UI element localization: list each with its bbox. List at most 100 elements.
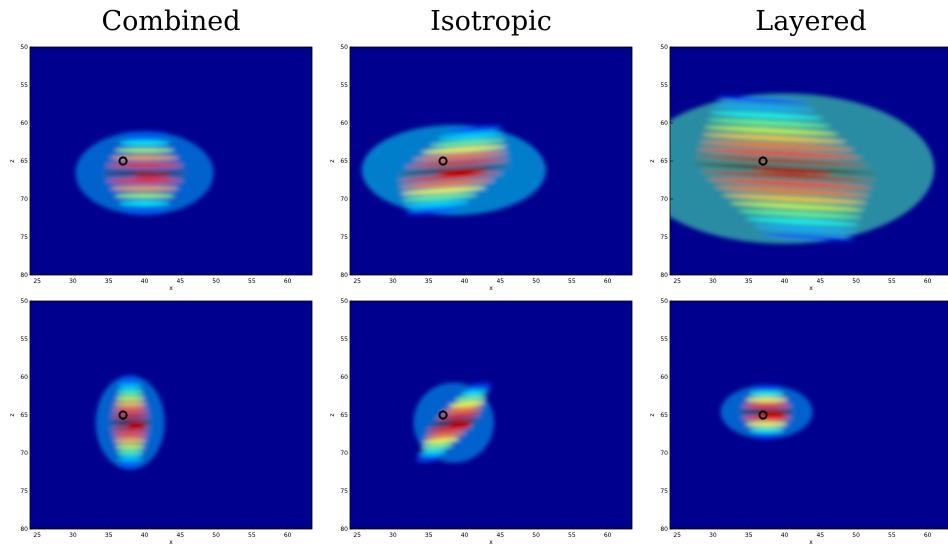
heatmap-stripe [693,155,871,167]
heatmap-stripe [400,186,487,195]
heatmap-peak [449,422,473,427]
heatmap-stripe [753,225,858,234]
y-tick-label: 55 [660,336,668,343]
y-tick-label: 80 [20,272,28,279]
y-tick-label: 70 [340,196,348,203]
x-tick-label: 35 [745,532,753,539]
heatmap-stripe [404,208,462,215]
heatmap-stripe [117,456,143,462]
y-tick-label: 70 [20,450,28,457]
x-tick-label: 60 [604,532,612,539]
y-tick-label: 65 [340,158,348,165]
heatmap-stripe [117,383,143,389]
heatmap-stripe [447,401,486,408]
heatmap-stripe [119,462,142,468]
x-tick-label: 30 [69,278,77,285]
x-tick-label: 30 [709,278,717,285]
y-tick-label: 80 [20,526,28,533]
heatmap-stripe [119,377,142,383]
heatmap-stripe [729,202,865,211]
heatmap-stripe [420,145,508,154]
x-tick-label: 55 [888,278,896,285]
x-axis-label: x [809,285,813,292]
y-tick-label: 50 [660,44,668,51]
heatmap-stripe [709,111,824,120]
x-axis-label: x [169,285,173,292]
panel: 25 30 35 40 45 50 55 60 50 55 60 65 70 75 80 x z [9,298,313,545]
panel-title: Combined [101,6,240,37]
x-tick-label: 60 [924,278,932,285]
heatmap-stripe [415,456,441,462]
heatmap-stripe [110,414,151,419]
panel: Combined 25 30 35 40 45 50 55 60 50 55 60 65 70 75 80 x z [9,6,313,292]
heatmap-stripe [116,450,145,456]
y-tick-label: 75 [340,234,348,241]
heatmap-stripe [116,389,145,395]
heatmap-stripe [105,163,184,168]
x-tick-label: 55 [568,278,576,285]
heatmap-stripe [424,431,467,438]
heatmap-stripe [760,233,855,241]
y-tick-label: 80 [660,272,668,279]
y-tick-label: 65 [20,158,28,165]
y-tick-label: 55 [20,336,28,343]
heatmap-field [361,124,546,216]
x-tick-label: 25 [673,532,681,539]
x-tick-label: 50 [212,532,220,539]
x-tick-label: 45 [816,278,824,285]
heatmap-stripe [714,186,871,197]
heatmap-stripe [711,104,816,112]
heatmap-stripe [454,395,488,402]
heatmap-stripe [704,126,840,135]
y-axis-label: z [649,413,656,416]
y-tick-label: 60 [20,374,28,381]
heatmap-stripe [737,210,863,219]
x-tick-label: 40 [141,278,149,285]
panel: 25 30 35 40 45 50 55 60 50 55 60 65 70 75 80 x z [329,298,633,545]
heatmap-stripe [745,397,789,403]
x-tick-label: 45 [496,278,504,285]
heatmap-stripe [460,389,490,395]
heatmap-stripe [412,152,509,161]
heatmap-stripe [701,133,847,143]
y-tick-label: 55 [340,336,348,343]
x-tick-label: 25 [673,278,681,285]
heatmap-stripe [435,413,482,420]
heatmap-peak [750,168,834,175]
y-tick-label: 75 [20,488,28,495]
y-tick-label: 70 [20,196,28,203]
heatmap-stripe [745,421,789,427]
heatmap-stripe [466,383,493,389]
y-tick-label: 55 [660,82,668,89]
heatmap-stripe [422,437,460,444]
heatmap-stripe [706,178,873,189]
heatmap-stripe [417,450,447,456]
y-axis-label: z [329,159,336,162]
heatmap [670,47,948,275]
heatmap-stripe [110,426,151,432]
heatmap-field [720,385,813,439]
heatmap [30,47,312,275]
x-tick-label: 45 [176,532,184,539]
x-tick-label: 35 [425,532,433,539]
x-axis-label: x [489,539,493,545]
y-axis-label: z [9,413,16,416]
x-tick-label: 35 [105,532,113,539]
heatmap-stripe [441,407,484,414]
heatmap [30,301,312,529]
x-tick-label: 55 [248,532,256,539]
heatmap-stripe [745,217,860,226]
y-tick-label: 75 [660,234,668,241]
x-tick-label: 25 [33,278,41,285]
heatmap-stripe [706,118,832,128]
x-tick-label: 50 [852,278,860,285]
heatmap [350,47,632,275]
y-tick-label: 60 [660,120,668,127]
heatmap-stripe [698,170,876,182]
source-marker [438,156,448,166]
heatmap-stripe [114,395,146,401]
x-tick-label: 55 [568,532,576,539]
x-tick-label: 25 [353,278,361,285]
panel: 25 30 35 40 45 50 55 60 50 55 60 65 70 75 80 x z [649,298,948,545]
